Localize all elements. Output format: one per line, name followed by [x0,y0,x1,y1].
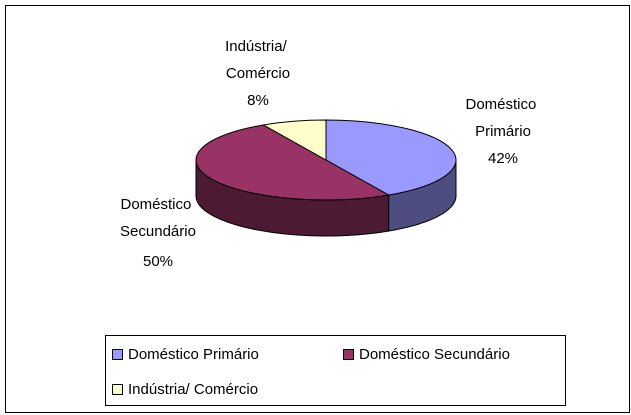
data-label-value: 8% [247,92,269,109]
data-label-category: Doméstico Primário [465,96,540,140]
legend-box [105,335,566,406]
legend-label: Doméstico Primário [128,346,259,363]
data-labels: Doméstico Primário 42% Doméstico Secundári… [120,38,540,270]
data-label-value: 42% [488,150,518,167]
data-label-value: 50% [143,253,173,270]
legend-swatch [112,349,123,360]
data-label-category: Doméstico Secundário [120,196,196,240]
legend-swatch [112,384,123,395]
data-label-category: Indústria/ Comércio [225,38,291,82]
pie-tops [195,119,457,201]
slice [261,119,327,161]
legend: Doméstico Primário Doméstico Secundário In… [105,335,566,406]
legend-label: Doméstico Secundário [359,346,510,363]
legend-swatch [343,349,354,360]
slice [195,124,391,201]
legend-label: Indústria/ Comércio [128,381,258,398]
slice [325,119,457,196]
